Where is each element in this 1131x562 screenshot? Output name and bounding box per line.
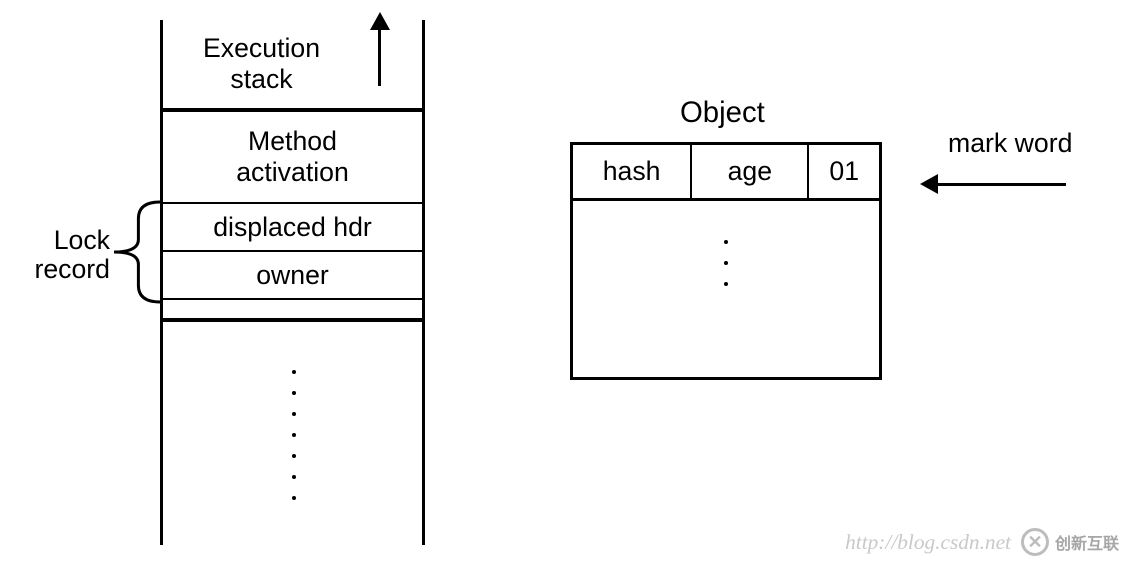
stack-row-label: Executionstack <box>203 33 320 94</box>
watermark-logo-ring-icon: ✕ <box>1021 528 1049 556</box>
lock-record-label: Lockrecord <box>0 226 110 285</box>
watermark-logo-glyph: ✕ <box>1027 532 1042 553</box>
object-cell-label: hash <box>603 156 661 187</box>
object-title: Object <box>680 96 765 130</box>
watermark: http://blog.csdn.net ✕ 创新互联 <box>845 528 1119 556</box>
watermark-logo-text: 创新互联 <box>1055 530 1119 554</box>
object-title-text: Object <box>680 96 765 129</box>
stack-row-method: Methodactivation <box>163 112 422 204</box>
brace-icon <box>112 200 160 304</box>
object-cell-tag: 01 <box>809 145 879 198</box>
stack-row-label: owner <box>256 260 329 291</box>
left-arrow-icon <box>920 174 1066 194</box>
object-cell-label: 01 <box>829 156 859 187</box>
stack-row-gap <box>163 300 422 322</box>
stack-ellipsis-icon <box>292 370 296 500</box>
diagram-canvas: Executionstack Methodactivation displace… <box>0 0 1131 562</box>
watermark-logo: ✕ 创新互联 <box>1021 528 1119 556</box>
object-cell-label: age <box>728 156 772 187</box>
watermark-url: http://blog.csdn.net <box>845 530 1011 555</box>
stack-row-label: displaced hdr <box>213 212 372 243</box>
mark-word-label: mark word <box>948 128 1072 159</box>
object-cell-hash: hash <box>573 145 692 198</box>
object-header-row: hash age 01 <box>573 145 879 201</box>
object-cell-age: age <box>692 145 809 198</box>
object-ellipsis-icon <box>724 240 728 286</box>
stack-row-displaced-hdr: displaced hdr <box>163 204 422 252</box>
mark-word-label-text: mark word <box>948 128 1072 158</box>
stack-row-execution: Executionstack <box>163 20 422 112</box>
lock-record-label-text: Lockrecord <box>34 225 110 284</box>
stack-row-owner: owner <box>163 252 422 300</box>
up-arrow-icon <box>378 30 381 86</box>
stack-row-label: Methodactivation <box>236 126 349 187</box>
